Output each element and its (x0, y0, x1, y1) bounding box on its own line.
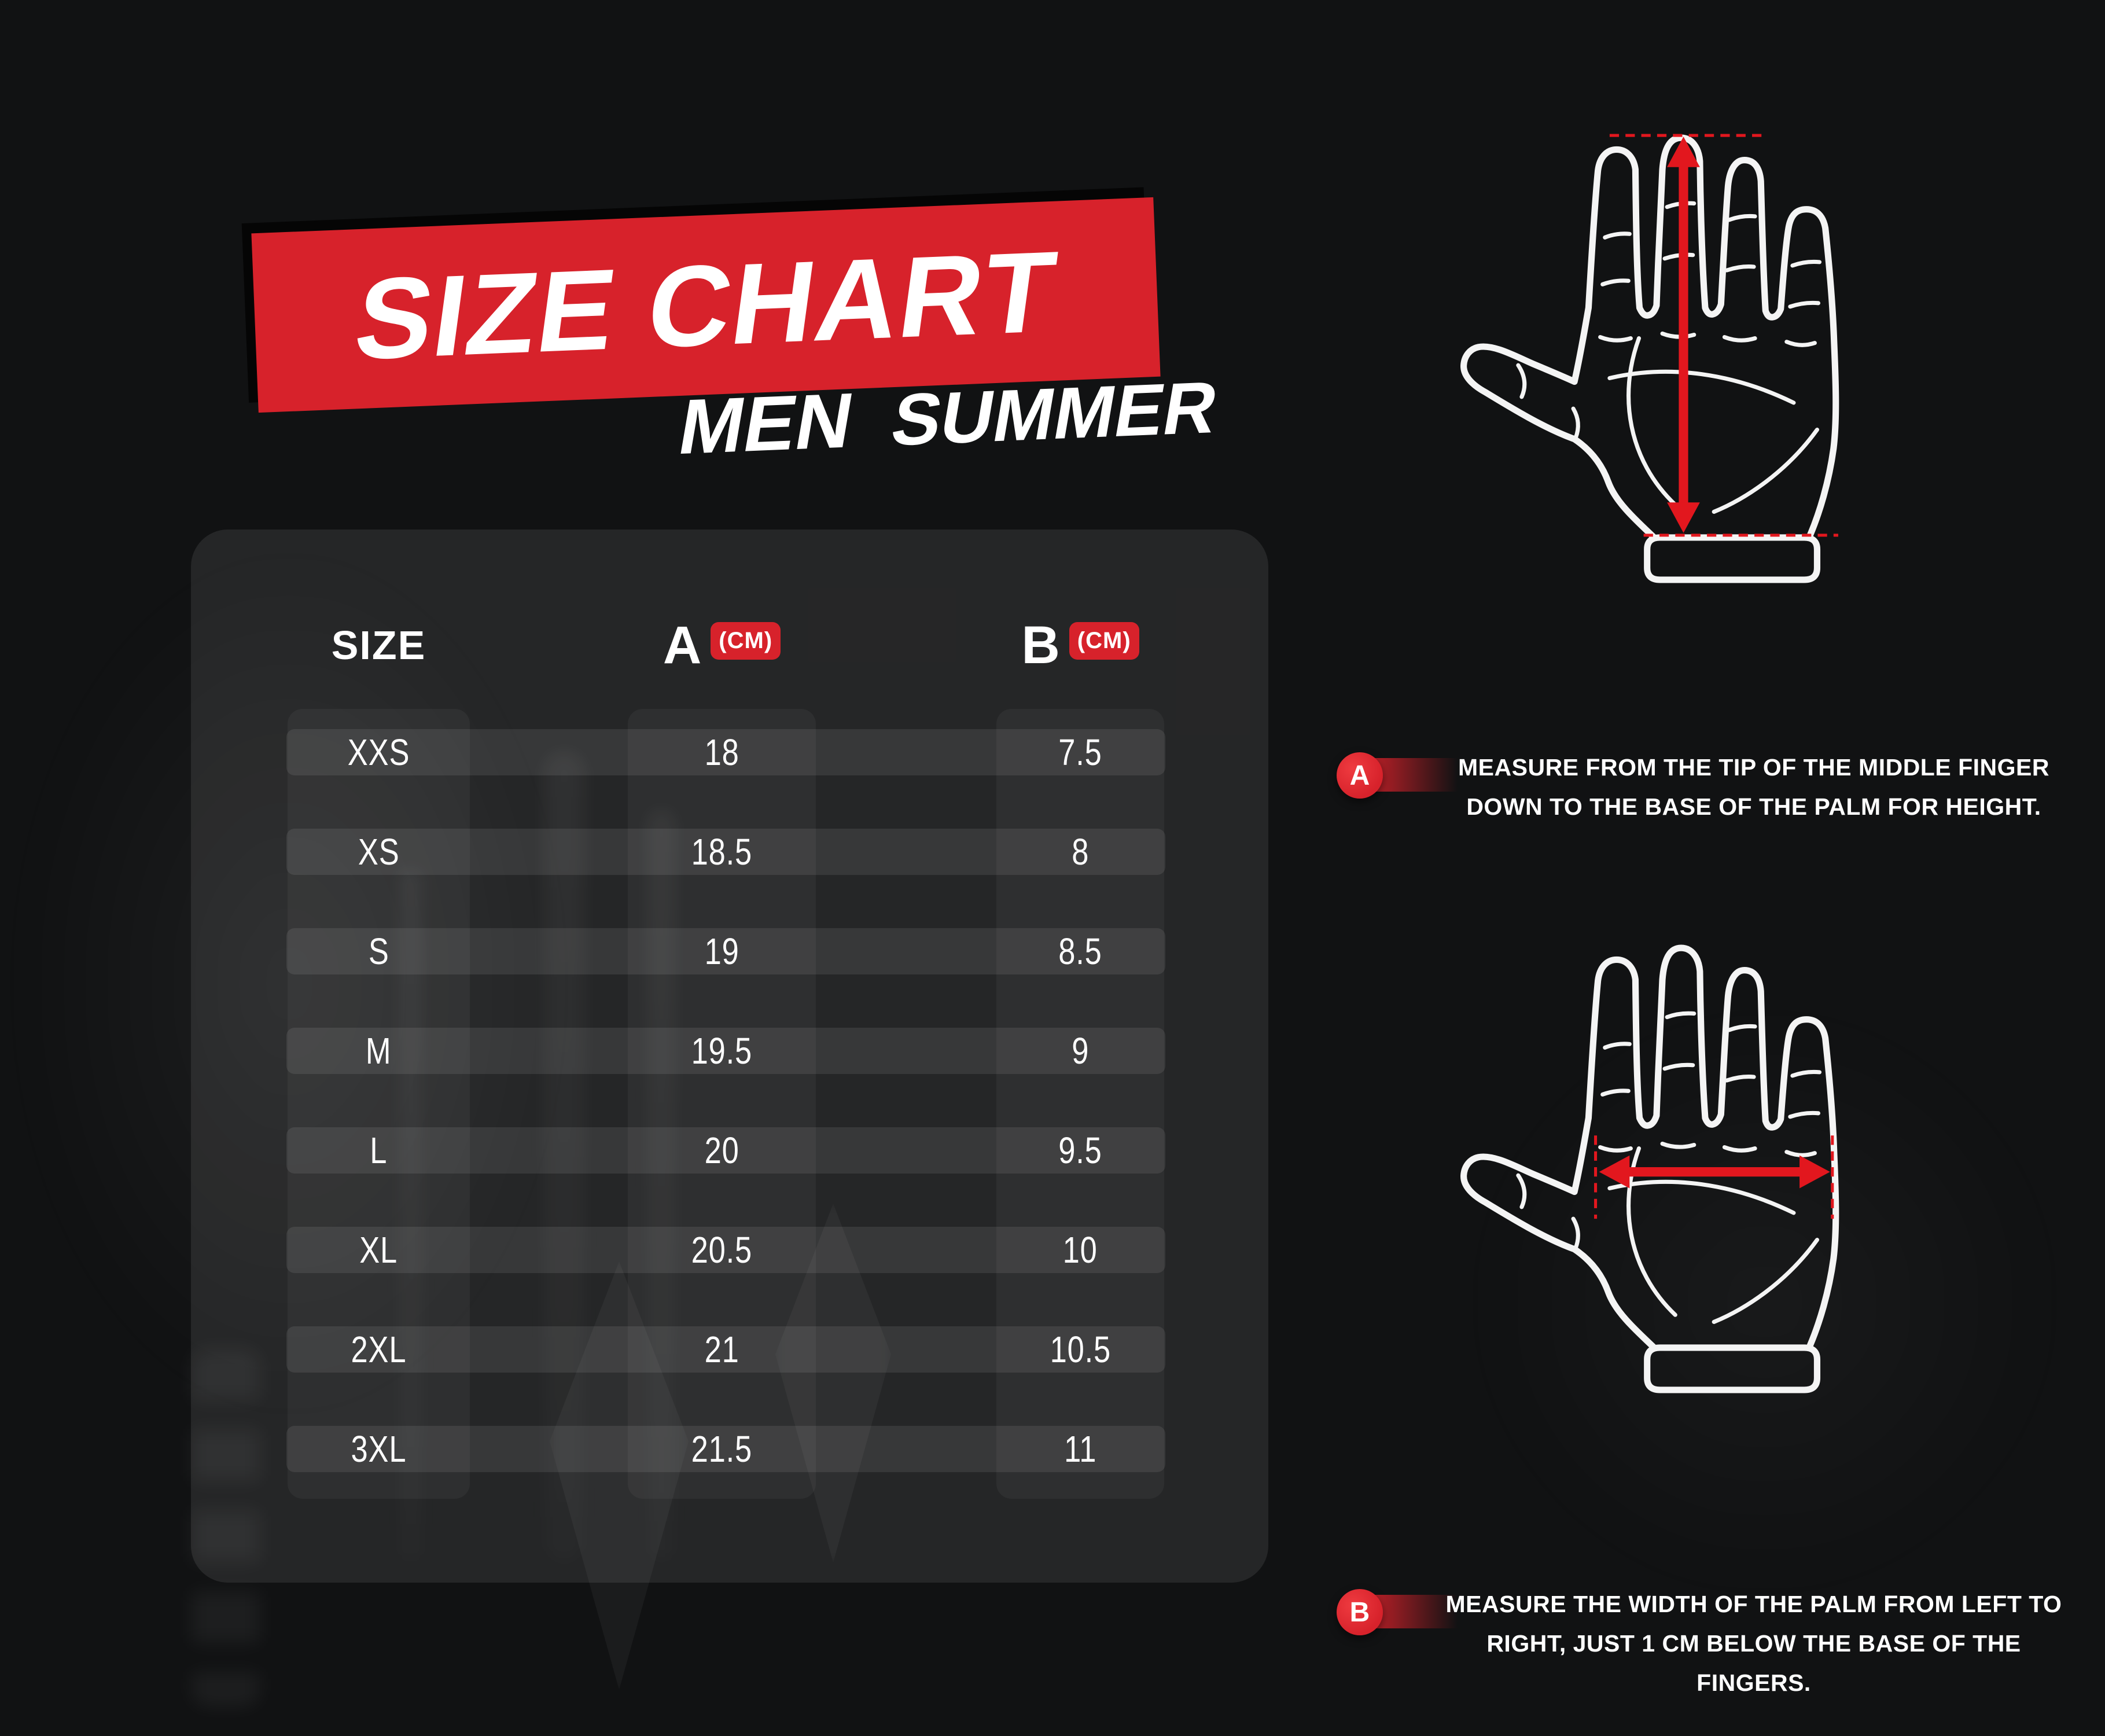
header-a-letter: A (663, 615, 702, 675)
table-row: XL 20.5 10 (286, 1227, 1165, 1273)
instruction-a-badge: A (1337, 752, 1383, 799)
table-row: XS 18.5 8 (286, 829, 1165, 875)
instruction-a-text: MEASURE FROM THE TIP OF THE MIDDLE FINGE… (1458, 754, 2049, 820)
cell-size: XXS (347, 731, 410, 773)
column-band-a (628, 709, 816, 1499)
instruction-b-badge: B (1337, 1589, 1383, 1635)
header-b-cm: B (CM) (996, 615, 1164, 675)
cm-unit-badge: (CM) (711, 621, 781, 660)
cell-size: 3XL (351, 1428, 407, 1470)
table-row: S 19 8.5 (286, 928, 1165, 974)
cell-b-value: 10.5 (1050, 1329, 1111, 1370)
header-a-cm: A (CM) (628, 615, 816, 675)
instruction-b-text: MEASURE THE WIDTH OF THE PALM FROM LEFT … (1445, 1591, 2062, 1696)
measure-a-arrow-icon (1609, 134, 1838, 537)
cell-a-value: 19 (704, 930, 739, 972)
table-row: 3XL 21.5 11 (286, 1426, 1165, 1472)
cell-size: S (368, 930, 389, 972)
table-header: SIZE A (CM) B (CM) (191, 615, 1268, 675)
cell-b-value: 9.5 (1058, 1130, 1102, 1171)
header-size: SIZE (331, 623, 426, 668)
cell-size: XL (359, 1229, 398, 1271)
subtitle-men: MEN (672, 377, 860, 471)
cell-size: M (366, 1030, 392, 1072)
cell-b-value: 11 (1063, 1428, 1097, 1470)
measure-b-arrow-icon (1594, 1135, 1834, 1219)
table-body: XXS 18 7.5 XS 18.5 8 S 19 8.5 M (286, 729, 1165, 1525)
cm-unit-badge: (CM) (1069, 621, 1139, 660)
subtitle-summer: SUMMER (886, 366, 1224, 461)
cell-b-value: 8 (1071, 831, 1090, 873)
table-row: XXS 18 7.5 (286, 729, 1165, 775)
cell-b-value: 9 (1071, 1030, 1090, 1072)
cell-a-value: 21.5 (691, 1428, 753, 1470)
table-row: L 20 9.5 (286, 1127, 1165, 1174)
cell-a-value: 20.5 (691, 1229, 753, 1271)
column-band-size (288, 709, 470, 1499)
size-table-panel: SIZE A (CM) B (CM) XXS 18 7.5 XS (191, 529, 1268, 1583)
hand-diagram-b (1458, 942, 1863, 1393)
cell-b-value: 8.5 (1058, 930, 1102, 972)
cell-size: L (370, 1130, 388, 1171)
column-band-b (996, 709, 1164, 1499)
cell-a-value: 18 (704, 731, 739, 773)
cell-b-value: 7.5 (1058, 731, 1102, 773)
page-title: SIZE CHART (348, 226, 1064, 384)
hand-diagram-a (1458, 134, 1863, 583)
cell-size: 2XL (351, 1329, 407, 1370)
header-b-letter: B (1021, 615, 1060, 675)
cell-size: XS (358, 831, 400, 873)
table-row: M 19.5 9 (286, 1028, 1165, 1074)
table-row: 2XL 21 10.5 (286, 1326, 1165, 1373)
cell-b-value: 10 (1062, 1229, 1098, 1271)
cell-a-value: 20 (704, 1130, 739, 1171)
cell-a-value: 18.5 (691, 831, 753, 873)
cell-a-value: 19.5 (691, 1030, 753, 1072)
cell-a-value: 21 (704, 1329, 739, 1370)
